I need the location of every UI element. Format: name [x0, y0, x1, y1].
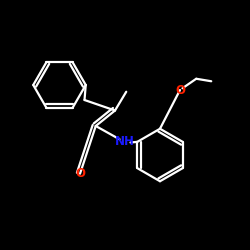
Text: O: O: [175, 84, 185, 96]
Text: O: O: [75, 167, 85, 180]
Text: NH: NH: [115, 135, 135, 148]
